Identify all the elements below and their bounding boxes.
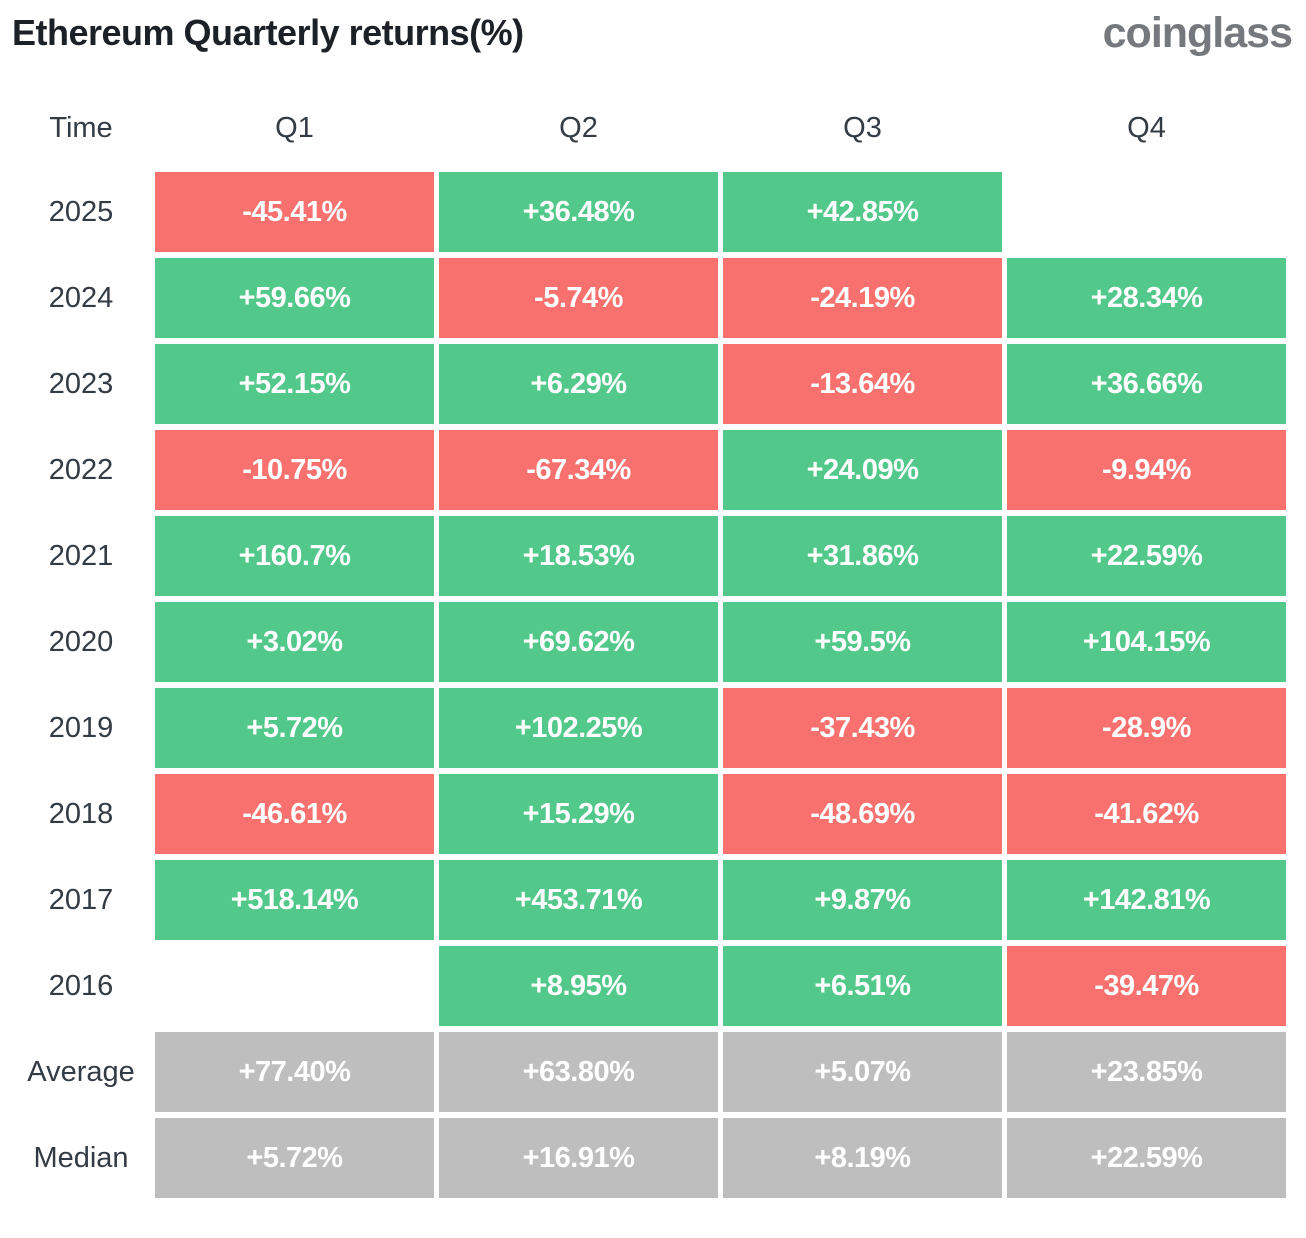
return-cell: +142.81% [1007,860,1286,940]
page-title: Ethereum Quarterly returns(%) [12,12,524,53]
row-label-2016: 2016 [48,969,114,1002]
return-cell: -13.64% [723,344,1002,424]
return-cell: +5.07% [723,1032,1002,1112]
return-cell: +36.66% [1007,344,1286,424]
return-cell: -37.43% [723,688,1002,768]
return-cell: +59.5% [723,602,1002,682]
page: Ethereum Quarterly returns(%) coinglass … [12,9,1293,1198]
return-cell: +22.59% [1007,516,1286,596]
empty-cell [1007,172,1286,252]
return-cell: -48.69% [723,774,1002,854]
column-header-q4: Q4 [1127,112,1166,144]
quarterly-returns-table: Time Q1 Q2 Q3 Q4 2025 -45.41% +36.48% +42.8… [12,106,1292,1198]
header-bar: Ethereum Quarterly returns(%) coinglass [12,9,1293,106]
return-cell: +16.91% [439,1118,718,1198]
column-header-q3: Q3 [843,112,882,144]
row-label-2017: 2017 [48,883,114,916]
return-cell: -24.19% [723,258,1002,338]
return-cell: -9.94% [1007,430,1286,510]
return-cell: +42.85% [723,172,1002,252]
return-cell: +9.87% [723,860,1002,940]
return-cell: -5.74% [439,258,718,338]
return-cell: +102.25% [439,688,718,768]
return-cell: +28.34% [1007,258,1286,338]
return-cell: -28.9% [1007,688,1286,768]
return-cell: -67.34% [439,430,718,510]
return-cell: +6.29% [439,344,718,424]
return-cell: +15.29% [439,774,718,854]
return-cell: +36.48% [439,172,718,252]
return-cell: +77.40% [155,1032,434,1112]
return-cell: +518.14% [155,860,434,940]
return-cell: +24.09% [723,430,1002,510]
column-header-q2: Q2 [559,112,598,144]
row-label-2021: 2021 [48,539,114,572]
return-cell: +59.66% [155,258,434,338]
column-header-time: Time [49,112,113,144]
return-cell: +6.51% [723,946,1002,1026]
row-label-2020: 2020 [48,625,114,658]
return-cell: +22.59% [1007,1118,1286,1198]
return-cell: +453.71% [439,860,718,940]
return-cell: -10.75% [155,430,434,510]
row-label-average: Average [27,1055,135,1088]
row-label-2024: 2024 [48,281,114,314]
return-cell: -39.47% [1007,946,1286,1026]
column-header-q1: Q1 [275,112,314,144]
return-cell: +5.72% [155,1118,434,1198]
row-label-2025: 2025 [48,195,114,228]
return-cell: +31.86% [723,516,1002,596]
row-label-median: Median [33,1141,129,1174]
return-cell: +18.53% [439,516,718,596]
coinglass-logo: coinglass [1102,9,1293,57]
return-cell: +69.62% [439,602,718,682]
return-cell: -41.62% [1007,774,1286,854]
empty-cell [155,946,434,1026]
return-cell: +3.02% [155,602,434,682]
row-label-2023: 2023 [48,367,114,400]
return-cell: -46.61% [155,774,434,854]
return-cell: +63.80% [439,1032,718,1112]
row-label-2019: 2019 [48,711,114,744]
row-label-2022: 2022 [48,453,114,486]
return-cell: +8.19% [723,1118,1002,1198]
return-cell: +8.95% [439,946,718,1026]
return-cell: +104.15% [1007,602,1286,682]
return-cell: +5.72% [155,688,434,768]
return-cell: +160.7% [155,516,434,596]
row-label-2018: 2018 [48,797,114,830]
return-cell: +52.15% [155,344,434,424]
return-cell: -45.41% [155,172,434,252]
return-cell: +23.85% [1007,1032,1286,1112]
